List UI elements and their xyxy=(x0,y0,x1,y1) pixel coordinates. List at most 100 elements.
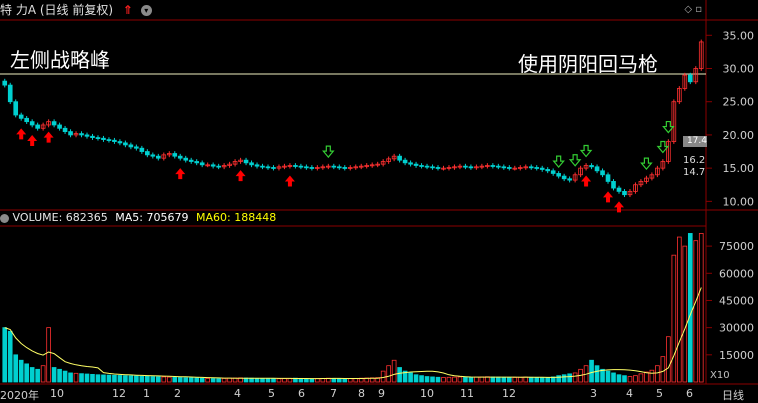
sell-arrow-icon xyxy=(656,140,670,154)
candle-body xyxy=(282,165,287,168)
volume-bar xyxy=(408,372,413,383)
candle-body xyxy=(166,153,172,156)
volume-bar xyxy=(682,245,688,383)
candle-body xyxy=(528,166,534,169)
candle-body xyxy=(216,165,221,168)
candle-body xyxy=(298,165,304,168)
volume-bar xyxy=(62,370,68,383)
volume-bar xyxy=(386,365,391,383)
volume-bar xyxy=(347,378,353,383)
candle-body xyxy=(29,121,35,126)
candle-body xyxy=(644,177,649,182)
candle-body xyxy=(232,161,238,165)
volume-bar xyxy=(572,372,578,383)
candle-body xyxy=(265,166,271,169)
price-badge-low: 14.7 xyxy=(683,167,706,178)
candle-body xyxy=(435,167,441,169)
corner-controls[interactable]: ◇ ▫ xyxy=(684,4,702,15)
candle-body xyxy=(177,155,183,159)
volume-unit: X10 xyxy=(710,370,730,381)
volume-bar xyxy=(677,236,682,383)
volume-bar xyxy=(150,376,156,383)
candle-body xyxy=(342,167,348,169)
volume-bar xyxy=(693,240,699,383)
volume-bar xyxy=(35,368,40,383)
volume-bar xyxy=(666,336,671,383)
volume-bar xyxy=(199,377,205,383)
candle-body xyxy=(336,166,342,169)
candle-body xyxy=(441,167,446,170)
volume-bar xyxy=(501,376,507,383)
volume-menu-icon[interactable] xyxy=(0,213,9,223)
chart-menu-button[interactable]: ▾ xyxy=(140,5,152,16)
sell-arrow-icon xyxy=(662,120,675,134)
volume-bar xyxy=(638,373,644,383)
volume-bar xyxy=(496,376,501,383)
candle-body xyxy=(655,167,660,176)
candle-body xyxy=(375,163,380,166)
volume-bar xyxy=(474,376,479,383)
time-axis-label: 11 xyxy=(460,387,474,400)
volume-bar xyxy=(402,370,408,383)
volume-bar xyxy=(528,376,534,383)
buy-arrow-icon xyxy=(613,201,624,213)
candle-body xyxy=(221,165,227,168)
volume-bar xyxy=(84,373,90,383)
candle-body xyxy=(331,165,337,168)
volume-bar xyxy=(342,378,348,383)
price-panel-header: 特 力A (日线 前复权) ⇑ ▾ xyxy=(0,0,706,20)
volume-bar xyxy=(611,372,616,383)
stock-title: 特 力A (日线 前复权) xyxy=(0,3,114,17)
volume-bar xyxy=(134,375,139,383)
time-axis-label: 5 xyxy=(268,387,275,400)
candle-body xyxy=(210,164,216,167)
candle-body xyxy=(386,158,391,162)
buy-arrow-icon xyxy=(235,170,246,182)
volume-bar xyxy=(457,376,463,383)
candle-body xyxy=(161,154,167,159)
candle-body xyxy=(57,124,62,129)
candle-body xyxy=(463,165,468,168)
annotation-left: 左侧战略峰 xyxy=(10,48,110,72)
volume-tick-label: 30000 xyxy=(719,322,754,335)
candle-body xyxy=(550,170,556,174)
volume-bar xyxy=(463,376,468,383)
candle-body xyxy=(364,165,370,167)
candle-body xyxy=(660,161,666,169)
volume-bar xyxy=(622,375,627,383)
volume-bar xyxy=(452,376,457,383)
volume-bar xyxy=(567,373,572,383)
candle-body xyxy=(271,167,276,169)
candle-body xyxy=(539,167,545,170)
restore-arrow-icon[interactable]: ⇑ xyxy=(122,3,133,17)
candle-body xyxy=(309,167,315,169)
period-label[interactable]: 日线 xyxy=(722,389,744,402)
time-axis-label: 3 xyxy=(590,387,597,400)
volume-bar xyxy=(304,378,309,383)
volume-bar xyxy=(594,365,600,383)
candle-body xyxy=(134,146,139,149)
candle-body xyxy=(627,190,633,196)
candle-body xyxy=(633,184,638,192)
buy-arrow-icon xyxy=(16,128,27,140)
candle-body xyxy=(638,181,644,186)
volume-bar xyxy=(430,376,435,383)
candle-body xyxy=(227,163,232,166)
candle-body xyxy=(51,121,57,126)
candle-body xyxy=(117,141,123,144)
candle-body xyxy=(68,131,73,136)
candlesticks xyxy=(2,39,704,198)
volume-bar xyxy=(435,376,441,383)
time-axis-label: 4 xyxy=(234,387,241,400)
volume-bar xyxy=(698,233,704,383)
candle-body xyxy=(534,167,540,169)
price-tick-label: 30.00 xyxy=(723,63,755,76)
sell-arrow-icon xyxy=(552,155,565,169)
volume-bars xyxy=(2,233,704,383)
time-axis-label: 2020年 xyxy=(0,389,39,402)
candle-body xyxy=(73,133,79,136)
buy-arrow-icon xyxy=(43,131,54,143)
time-axis-label: 6 xyxy=(686,387,693,400)
volume-bar xyxy=(265,378,271,383)
